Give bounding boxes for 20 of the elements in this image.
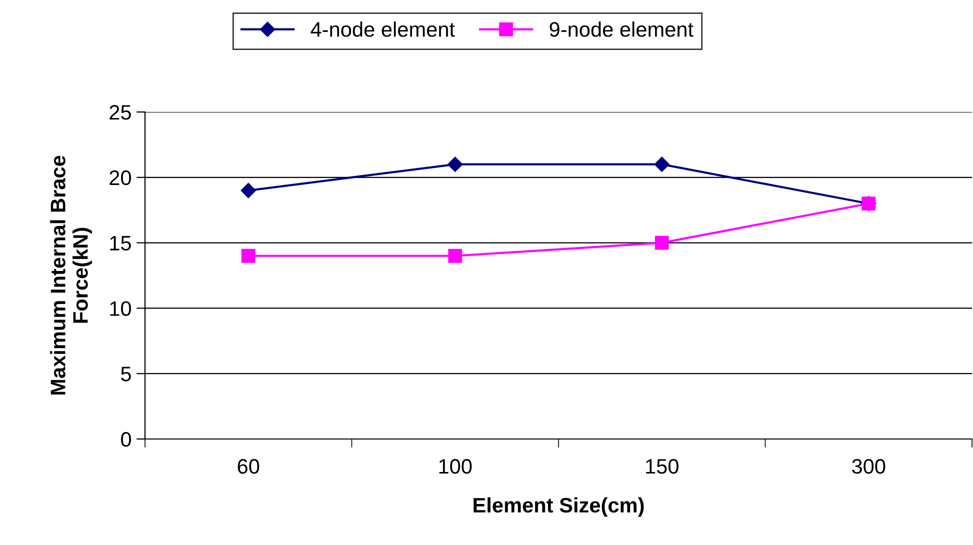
x-tick-label: 300 xyxy=(852,458,886,474)
y-tick-label: 15 xyxy=(110,236,131,251)
point xyxy=(654,156,670,172)
x-tick-label: 60 xyxy=(238,458,260,474)
point xyxy=(654,236,669,250)
y-tick-label: 10 xyxy=(110,301,131,316)
y-tick-label: 20 xyxy=(110,170,131,186)
point xyxy=(240,182,256,198)
point xyxy=(448,248,462,263)
y-tick-label: 0 xyxy=(121,432,131,447)
x-tick-label: 150 xyxy=(646,458,678,474)
y-tick-label: 25 xyxy=(110,105,131,120)
legend-label: 4-node element xyxy=(310,22,455,37)
y-tick-label: 5 xyxy=(121,366,131,382)
y-axis-title: Maximum Internal Brace Force(kN) xyxy=(50,156,92,395)
x-axis-title: Element Size(cm) xyxy=(474,497,644,517)
point xyxy=(241,248,256,263)
point xyxy=(448,156,463,172)
x-tick-label: 100 xyxy=(439,458,472,474)
legend-label: 9-node element xyxy=(550,22,694,37)
